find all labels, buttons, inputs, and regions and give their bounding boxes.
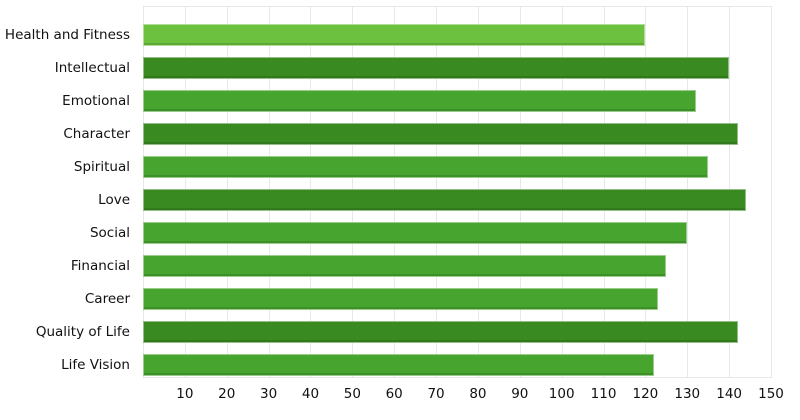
plot-border-bottom <box>143 377 771 378</box>
category-label-career: Career <box>84 290 130 307</box>
x-tick-label-150: 150 <box>758 386 784 402</box>
category-label-character: Character <box>63 125 130 142</box>
x-tick-label-50: 50 <box>343 386 361 402</box>
bar-love[interactable] <box>143 188 746 211</box>
category-label-intellectual: Intellectual <box>54 59 130 76</box>
gridline-x-150 <box>771 6 772 378</box>
bar-life-vision[interactable] <box>143 353 654 376</box>
x-tick-label-110: 110 <box>590 386 617 402</box>
x-tick-label-100: 100 <box>548 386 575 402</box>
bar-emotional[interactable] <box>143 89 696 112</box>
x-tick-label-20: 20 <box>218 386 236 402</box>
category-label-financial: Financial <box>70 257 130 274</box>
bar-social[interactable] <box>143 221 687 244</box>
x-tick-label-120: 120 <box>632 386 659 402</box>
bar-financial[interactable] <box>143 254 666 277</box>
x-tick-label-70: 70 <box>427 386 445 402</box>
x-tick-label-130: 130 <box>674 386 701 402</box>
bar-character[interactable] <box>143 122 738 145</box>
bar-spiritual[interactable] <box>143 155 708 178</box>
x-tick-label-40: 40 <box>301 386 320 402</box>
bar-intellectual[interactable] <box>143 56 729 79</box>
plot-border-top <box>143 6 771 7</box>
bar-health-and-fitness[interactable] <box>143 23 645 46</box>
x-tick-label-10: 10 <box>176 386 194 402</box>
x-tick-label-60: 60 <box>385 386 403 402</box>
x-tick-label-30: 30 <box>260 386 278 402</box>
category-label-social: Social <box>89 224 130 241</box>
category-label-love: Love <box>98 191 130 208</box>
category-label-life-vision: Life Vision <box>61 356 130 373</box>
category-label-quality-of-life: Quality of Life <box>35 323 130 340</box>
bar-quality-of-life[interactable] <box>143 320 738 343</box>
category-label-spiritual: Spiritual <box>73 158 130 175</box>
category-label-health-and-fitness: Health and Fitness <box>4 26 130 43</box>
category-label-emotional: Emotional <box>62 92 130 109</box>
x-tick-label-80: 80 <box>469 386 487 402</box>
plot-area <box>143 6 772 378</box>
x-tick-label-140: 140 <box>716 386 743 402</box>
x-tick-label-90: 90 <box>511 386 529 402</box>
bar-career[interactable] <box>143 287 658 310</box>
